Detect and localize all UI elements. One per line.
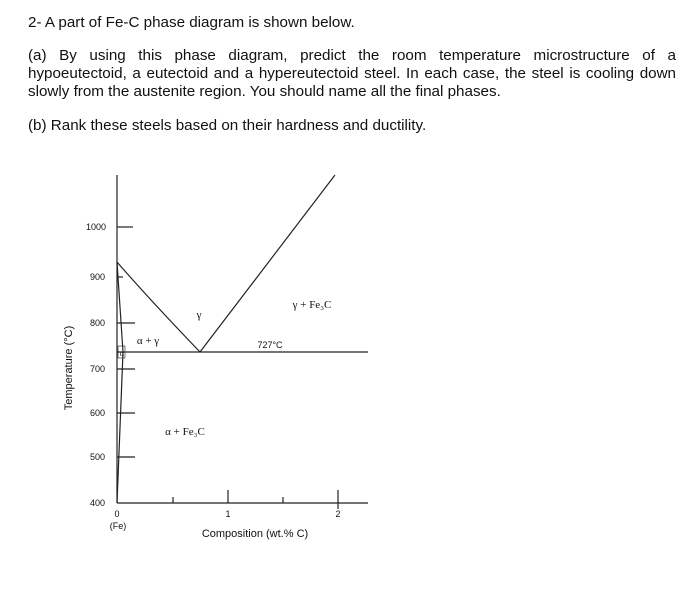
x-tick-label: 0 bbox=[114, 509, 119, 519]
y-tick-label: 900 bbox=[90, 272, 105, 282]
eutectoid-temp: 727°C bbox=[257, 340, 283, 350]
x-axis-label: Composition (wt.% C) bbox=[202, 528, 308, 540]
phase-label: γ + Fe₃C bbox=[292, 299, 332, 311]
y-tick-label: 400 bbox=[90, 498, 105, 508]
diagram-lines bbox=[116, 174, 368, 509]
question-b: (b) Rank these steels based on their har… bbox=[28, 117, 427, 134]
question-a: (a) By using this phase diagram, predict… bbox=[28, 47, 676, 100]
y-tick-label: 1000 bbox=[86, 222, 106, 232]
phase-label: α + Fe₃C bbox=[165, 426, 205, 438]
phase-label: α + γ bbox=[137, 335, 159, 347]
phase-label: α bbox=[120, 349, 125, 358]
y-tick-label: 500 bbox=[90, 452, 105, 462]
x-tick-label: 1 bbox=[225, 509, 230, 519]
y-axis-label: Temperature (°C) bbox=[63, 326, 75, 410]
phase-label: γ bbox=[196, 309, 202, 321]
y-tick-label: 800 bbox=[90, 318, 105, 328]
x-tick-label: 2 bbox=[335, 509, 340, 519]
y-tick-label: 600 bbox=[90, 408, 105, 418]
question-header: 2- A part of Fe-C phase diagram is shown… bbox=[28, 14, 355, 31]
y-tick-label: 700 bbox=[90, 364, 105, 374]
fe-label: (Fe) bbox=[110, 521, 127, 531]
